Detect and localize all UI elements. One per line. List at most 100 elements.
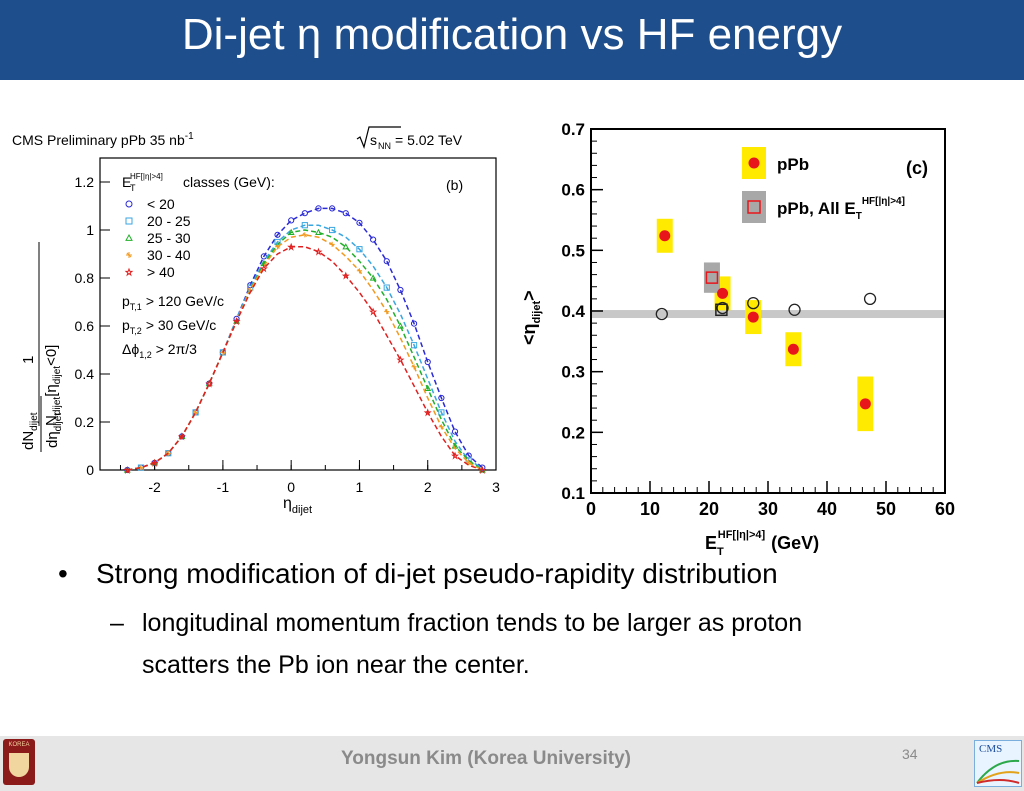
data-point-open-circle [863,292,877,306]
data-point-filled-circle [717,287,729,299]
y-tick-label: 0.6 [561,181,585,200]
svg-text:NN: NN [378,141,391,151]
data-point [383,284,390,291]
data-point [356,268,363,274]
data-point [287,242,296,251]
data-point [342,243,350,250]
data-point [410,342,418,349]
svg-text:<ηdijet>: <ηdijet> [519,290,543,345]
data-point [288,217,295,224]
legend-label: > 40 [147,264,175,280]
svg-text:dNdijet: dNdijet [20,412,40,450]
data-point [411,364,417,370]
data-point [424,358,431,366]
data-point-open-circle [788,303,801,316]
legend-label: 20 - 25 [147,213,191,229]
figure-c: 0 10 20 30 40 50 60 0.1 0.2 0.3 0.4 0.5 0.6 0.7 pPb p… [515,115,960,560]
fig-c-legend: pPb pPb, All ETHF[|η|>4] (c) [742,147,928,223]
legend-label: < 20 [147,196,175,212]
svg-text:1: 1 [20,356,37,364]
data-point [370,236,377,243]
x-tick-label: 2 [424,479,432,495]
data-point [383,258,390,265]
data-point [369,307,378,316]
fig-b-header-left: CMS Preliminary pPb 35 nb-1 [12,131,194,148]
data-point [396,322,404,329]
legend-marker [124,267,134,277]
data-point [384,309,390,315]
x-tick-label: 40 [817,499,837,519]
fig-b-frame [99,157,497,471]
fig-c-ylabel: <ηdijet> [519,290,543,345]
y-tick-label: 1 [86,222,94,238]
data-point [177,432,186,441]
data-point [301,222,308,229]
y-tick-label: 0.5 [561,241,585,260]
data-point [451,428,459,435]
y-tick-label: 0.6 [75,318,95,334]
data-point [287,228,295,235]
svg-text:E: E [122,174,131,190]
bullet-marker: • [58,558,68,589]
data-point [451,451,460,460]
footer-author: Yongsun Kim (Korea University) [341,748,631,769]
legend-label: 30 - 40 [147,247,191,263]
data-point [150,458,159,467]
x-tick-label: 1 [356,479,364,495]
fig-c-axes: 0 10 20 30 40 50 60 0.1 0.2 0.3 0.4 0.5 0.6 0.7 [561,120,955,519]
data-point [478,465,487,475]
x-tick-label: 50 [876,499,896,519]
data-point [438,409,445,416]
legend-marker [126,252,132,258]
title-bar: Di-jet η modification vs HF energy [0,0,1024,80]
y-tick-label: 1.2 [75,174,95,190]
data-point [259,264,268,273]
svg-text:s: s [370,132,377,148]
page-number: 34 [902,746,918,762]
data-point [329,241,335,247]
data-point [438,394,445,402]
y-tick-label: 0.4 [75,366,95,382]
x-tick-label: 3 [492,479,500,495]
data-point-open-square [705,271,719,284]
legend-title: classes (GeV): [183,174,275,190]
fig-c-xlabel: ETHF[|η|>4] (GeV) [705,529,819,558]
series-line-4 [127,246,483,471]
data-point [424,384,432,391]
y-tick-label: 0.3 [561,363,585,382]
data-point [301,210,308,217]
cms-logo: CMS [974,740,1022,787]
data-point [423,408,432,417]
data-point [192,409,199,415]
data-point [274,244,281,250]
data-point [232,317,241,326]
data-point-open-circle [655,307,668,321]
data-point-filled-circle [659,230,671,242]
legend-marker [125,200,133,208]
data-point-open-square [715,303,728,317]
data-point [314,247,323,256]
legend-ppb-all: pPb, All ETHF[|η|>4] [777,196,905,222]
svg-text:pT,1> 120 GeV/c: pT,1 > 120 GeV/c [122,293,224,312]
sub-bullet-line1: longitudinal momentum fraction tends to … [142,609,803,637]
x-tick-label: 0 [287,479,295,495]
data-point-filled-circle [747,311,759,323]
legend-label: 25 - 30 [147,230,191,246]
data-point [329,226,336,234]
fig-c-panel-label: (c) [906,158,928,178]
svg-text:HF[|η|>4]: HF[|η|>4] [130,172,163,181]
data-point-filled-circle [787,343,799,355]
sub-bullet-marker: – [110,609,124,637]
fig-b-series [123,205,487,475]
data-point [274,231,281,238]
fig-b-panel-label: (b) [446,177,463,193]
svg-text:T: T [130,183,136,193]
sub-bullet-line2: scatters the Pb ion near the center. [142,651,530,679]
data-point-open-circle [747,296,760,310]
x-tick-label: -2 [148,479,161,495]
data-point [329,205,336,212]
y-tick-label: 0.2 [75,414,95,430]
data-point-filled-circle [859,398,871,410]
x-tick-label: 30 [758,499,778,519]
systematic-band [703,262,720,293]
